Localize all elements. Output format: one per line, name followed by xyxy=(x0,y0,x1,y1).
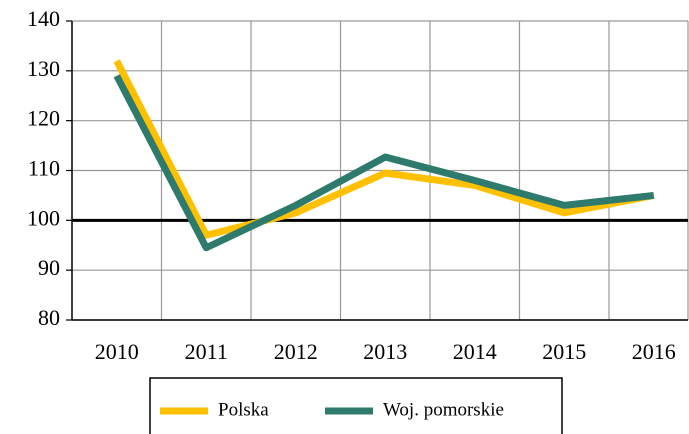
x-tick-label: 2011 xyxy=(185,339,228,364)
series-line xyxy=(113,59,655,239)
x-tick-label: 2012 xyxy=(274,339,318,364)
series-line xyxy=(113,74,655,252)
y-tick-label: 130 xyxy=(27,56,60,81)
x-tick-label: 2010 xyxy=(95,339,139,364)
y-tick-label: 80 xyxy=(38,305,60,330)
y-tick-label: 140 xyxy=(27,6,60,31)
x-tick-label: 2015 xyxy=(542,339,586,364)
legend-label: Polska xyxy=(218,399,269,420)
legend-label: Woj. pomorskie xyxy=(383,399,504,420)
x-tick-label: 2014 xyxy=(453,339,497,364)
x-tick-label: 2013 xyxy=(363,339,407,364)
y-tick-label: 100 xyxy=(27,205,60,230)
legend-box xyxy=(149,377,563,434)
x-tick-label: 2016 xyxy=(632,339,676,364)
y-tick-label: 110 xyxy=(28,156,60,181)
y-tick-label: 120 xyxy=(27,106,60,131)
y-tick-label: 90 xyxy=(38,255,60,280)
